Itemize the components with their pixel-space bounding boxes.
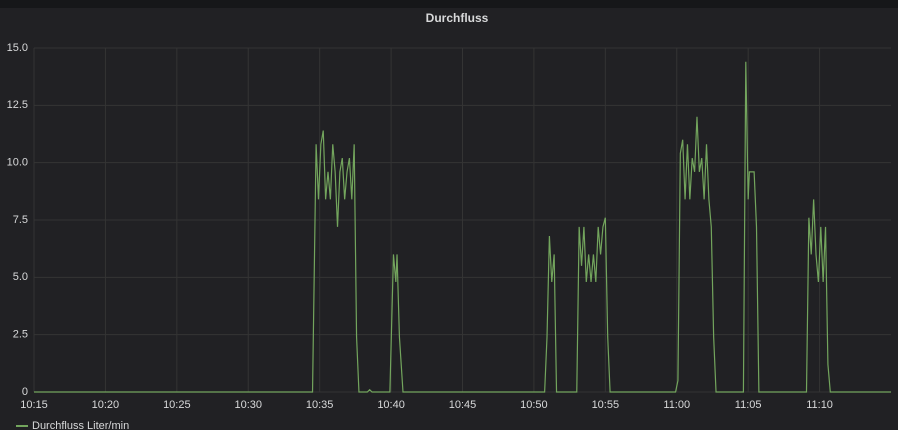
x-tick-label: 10:30 <box>234 399 262 411</box>
legend-label: Durchfluss Liter/min <box>32 420 129 430</box>
x-tick-label: 10:50 <box>520 399 548 411</box>
y-tick-label: 10.0 <box>7 157 28 169</box>
x-tick-label: 10:45 <box>449 399 477 411</box>
x-tick-label: 10:20 <box>92 399 120 411</box>
y-tick-label: 0 <box>22 386 28 398</box>
y-tick-label: 12.5 <box>7 99 28 111</box>
y-tick-label: 5.0 <box>13 271 28 283</box>
x-tick-label: 11:05 <box>735 399 762 411</box>
x-tick-label: 10:55 <box>592 399 620 411</box>
panel-title: Durchfluss <box>426 11 489 25</box>
x-tick-label: 10:25 <box>163 399 191 411</box>
y-tick-label: 15.0 <box>7 42 28 54</box>
y-tick-label: 7.5 <box>13 214 28 226</box>
series-line <box>34 61 891 393</box>
panel-background <box>0 8 898 430</box>
x-tick-label: 10:15 <box>20 399 48 411</box>
x-tick-label: 11:00 <box>663 399 690 411</box>
x-tick-label: 11:10 <box>806 399 833 411</box>
y-tick-label: 2.5 <box>13 329 28 341</box>
x-tick-label: 10:40 <box>377 399 405 411</box>
x-tick-label: 10:35 <box>306 399 334 411</box>
